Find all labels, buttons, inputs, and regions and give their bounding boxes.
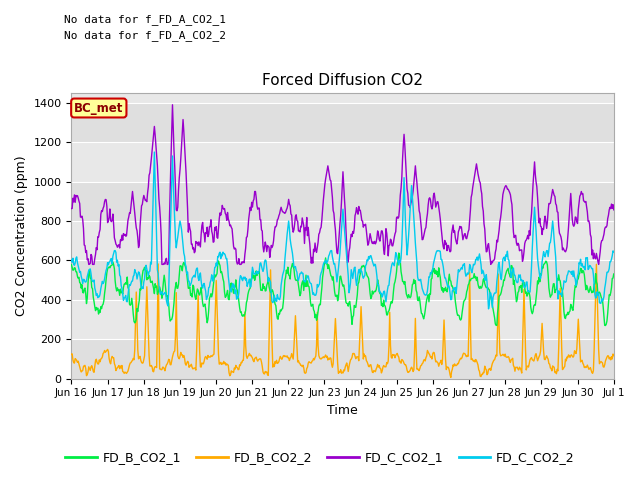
Bar xyxy=(72,181,614,221)
Title: Forced Diffusion CO2: Forced Diffusion CO2 xyxy=(262,72,423,87)
Bar xyxy=(72,261,614,300)
Text: No data for f_FD_A_CO2_1: No data for f_FD_A_CO2_1 xyxy=(64,13,226,24)
Bar xyxy=(72,103,614,142)
Bar xyxy=(72,339,614,379)
Text: BC_met: BC_met xyxy=(74,101,124,115)
Legend: FD_B_CO2_1, FD_B_CO2_2, FD_C_CO2_1, FD_C_CO2_2: FD_B_CO2_1, FD_B_CO2_2, FD_C_CO2_1, FD_C… xyxy=(60,446,580,469)
X-axis label: Time: Time xyxy=(327,404,358,417)
Y-axis label: CO2 Concentration (ppm): CO2 Concentration (ppm) xyxy=(15,156,28,316)
Text: No data for f_FD_A_CO2_2: No data for f_FD_A_CO2_2 xyxy=(64,30,226,41)
